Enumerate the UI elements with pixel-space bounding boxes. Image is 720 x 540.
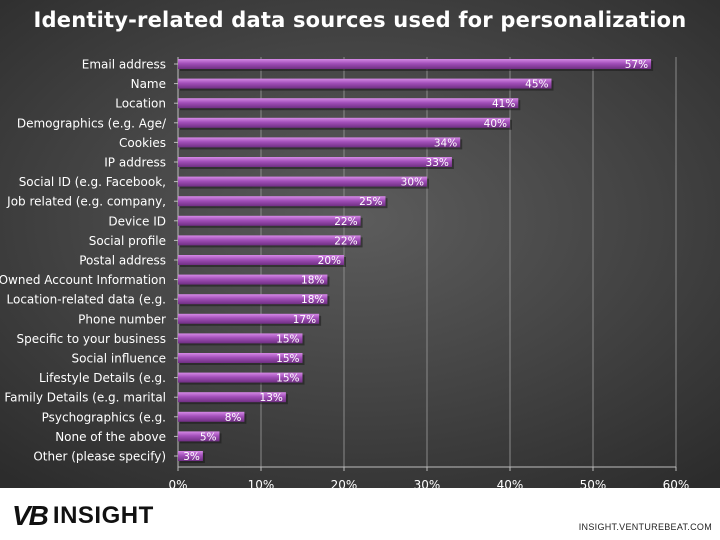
footer: VB INSIGHT INSIGHT.VENTUREBEAT.COM [0,488,720,540]
data-label: 13% [260,392,283,404]
data-label: 15% [276,353,299,365]
bar [178,117,510,128]
bar [178,78,552,89]
bar [178,274,328,285]
x-tick-label: 60% [663,478,690,488]
logo-mark: VB [12,500,49,531]
category-label: Other (please specify) [33,450,166,464]
category-label: Postal address [79,254,166,268]
bar [178,451,203,461]
category-label: Owned Account Information [0,273,166,287]
bar [178,137,461,148]
bar [178,59,652,69]
category-label: Psychographics (e.g. [42,410,166,424]
category-label: Location-related data (e.g. [7,293,167,307]
category-label: Lifestyle Details (e.g. [39,371,166,385]
data-label: 22% [334,235,357,247]
bar [178,372,303,383]
data-label: 17% [293,314,316,326]
category-label: Demographics (e.g. Age/ [17,116,167,130]
data-label: 57% [625,59,648,71]
data-label: 40% [484,118,507,130]
category-label: Email address [82,58,166,72]
category-label: Social ID (e.g. Facebook, [19,175,166,189]
bar [178,353,303,363]
bar [178,235,361,246]
data-label: 45% [525,79,548,91]
data-label: 25% [359,196,382,208]
data-label: 5% [200,431,217,443]
bar [178,255,344,265]
bar [178,411,245,422]
category-label: None of the above [55,430,166,444]
x-tick-label: 30% [414,478,441,488]
bar [178,333,303,344]
data-label: 22% [334,216,357,228]
data-label: 33% [426,157,449,169]
data-label: 15% [276,373,299,385]
category-label: Job related (e.g. company, [6,195,166,209]
bar [178,215,361,226]
bar [178,392,286,403]
category-label: Family Details (e.g. marital [4,391,166,405]
bar [178,294,328,305]
category-label: Phone number [78,312,166,326]
bar [178,196,386,207]
data-label: 8% [225,412,242,424]
x-tick-label: 40% [497,478,524,488]
category-label: Device ID [108,214,166,228]
data-label: 41% [492,98,515,110]
bar [178,98,519,109]
data-label: 20% [318,255,341,267]
data-label: 30% [401,177,424,189]
data-label: 18% [301,275,324,287]
data-label: 34% [434,137,457,149]
category-label: Specific to your business [17,332,166,346]
venturebeat-insight-logo: VB INSIGHT [12,500,154,531]
x-tick-label: 50% [580,478,607,488]
category-label: Location [115,97,166,111]
logo-word: INSIGHT [52,502,154,529]
data-label: 3% [183,451,200,463]
category-label: Name [131,77,166,91]
x-tick-label: 0% [168,478,187,488]
chart-title: Identity-related data sources used for p… [33,8,687,32]
x-tick-label: 20% [331,478,358,488]
bar [178,313,320,324]
data-label: 18% [301,294,324,306]
category-label: Social influence [72,352,166,366]
bar-chart: 0% 10% 20% 30% 40% 50% 60% Email address 57% Name… [0,57,690,488]
category-label: IP address [104,156,166,170]
bar [178,431,220,442]
category-label: Cookies [119,136,166,150]
chart-background: Identity-related data sources used for p… [0,0,720,488]
bar [178,157,452,167]
data-label: 15% [276,333,299,345]
x-tick-label: 10% [248,478,275,488]
category-label: Social profile [89,234,166,248]
bar [178,176,427,187]
source-url: INSIGHT.VENTUREBEAT.COM [578,522,712,532]
